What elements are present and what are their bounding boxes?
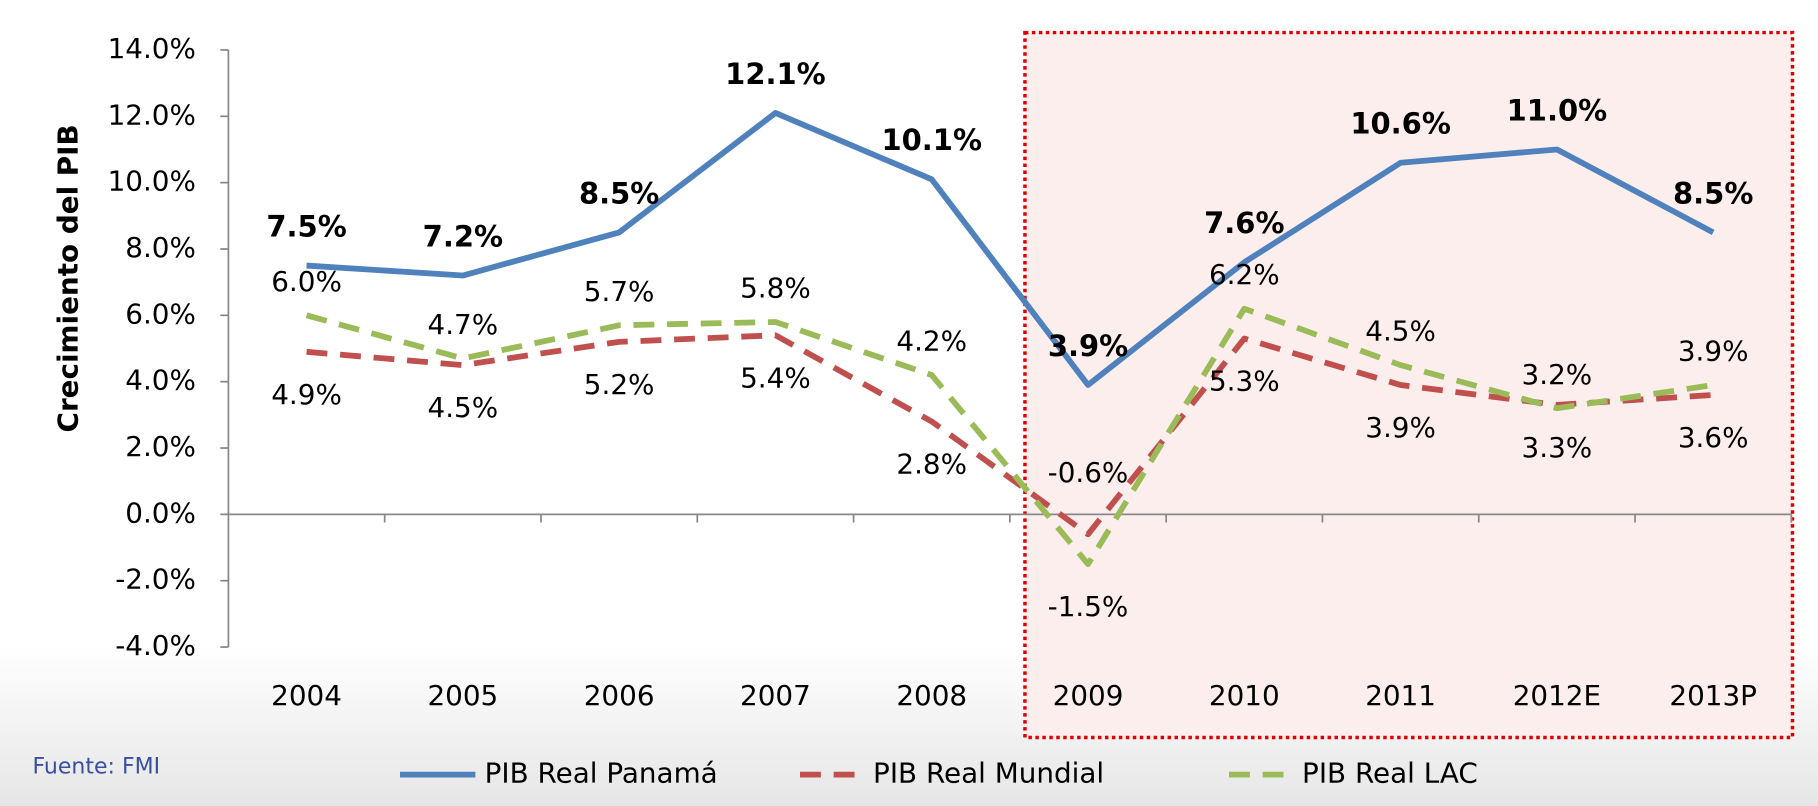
- y-tick-label: 8.0%: [125, 231, 196, 264]
- x-tick-label: 2004: [271, 679, 342, 712]
- x-tick-label: 2011: [1365, 679, 1436, 712]
- value-label: 3.9%: [1678, 335, 1749, 368]
- value-label: 4.9%: [271, 378, 342, 411]
- value-label: -0.6%: [1048, 456, 1129, 489]
- value-label: 5.4%: [740, 361, 811, 394]
- source: Fuente: FMI: [32, 755, 160, 780]
- y-tick-label: 10.0%: [108, 165, 196, 198]
- y-tick-label: 14.0%: [108, 32, 196, 65]
- value-label: 3.6%: [1678, 421, 1749, 454]
- legend-label: PIB Real Mundial: [873, 757, 1104, 790]
- y-tick-label: 6.0%: [125, 297, 196, 330]
- series-line: [306, 110, 1715, 388]
- value-label: 11.0%: [1507, 93, 1608, 127]
- value-label: 6.0%: [271, 265, 342, 298]
- value-label: 4.5%: [1365, 315, 1436, 348]
- value-label: 4.2%: [896, 325, 967, 358]
- value-label: 8.5%: [579, 176, 659, 210]
- value-label: -1.5%: [1048, 590, 1129, 623]
- x-tick-label: 2010: [1209, 679, 1280, 712]
- y-tick-label: 2.0%: [125, 430, 196, 463]
- value-label: 5.8%: [740, 272, 811, 305]
- y-axis-label: Crecimiento del PIB: [52, 124, 85, 432]
- value-label: 4.7%: [428, 308, 499, 341]
- value-label: 3.2%: [1522, 358, 1593, 391]
- value-label: 2.8%: [896, 448, 967, 481]
- y-tick-label: 12.0%: [108, 98, 196, 131]
- y-tick-label: -2.0%: [115, 563, 196, 596]
- value-label: 8.5%: [1673, 176, 1753, 210]
- x-tick-label: 2008: [896, 679, 967, 712]
- value-label: 7.6%: [1204, 206, 1284, 240]
- value-label: 5.2%: [584, 368, 655, 401]
- value-label: 5.7%: [584, 275, 655, 308]
- x-tick-label: 2005: [427, 679, 498, 712]
- x-tick-label: 2009: [1053, 679, 1124, 712]
- value-label: 5.3%: [1209, 365, 1280, 398]
- x-tick-label: 2012E: [1513, 679, 1601, 712]
- y-tick-label: 4.0%: [125, 364, 196, 397]
- x-tick-label: 2007: [740, 679, 811, 712]
- series-line: [306, 332, 1714, 538]
- value-label: 4.5%: [428, 391, 499, 424]
- series-line: [305, 305, 1714, 568]
- legend-label: PIB Real LAC: [1302, 757, 1478, 790]
- value-label: 10.6%: [1350, 107, 1450, 141]
- legend-label: PIB Real Panamá: [485, 757, 718, 790]
- value-label: 6.2%: [1209, 258, 1280, 291]
- x-tick-label: 2013P: [1669, 679, 1757, 712]
- value-label: 3.9%: [1365, 411, 1436, 444]
- value-label: 12.1%: [725, 57, 826, 91]
- value-label: 7.2%: [423, 219, 503, 253]
- value-label: 7.5%: [266, 209, 346, 243]
- x-tick-label: 2006: [584, 679, 655, 712]
- y-tick-label: 0.0%: [125, 496, 196, 529]
- value-label: 3.9%: [1048, 329, 1128, 363]
- value-label: 3.3%: [1522, 431, 1593, 464]
- value-label: 10.1%: [881, 123, 982, 157]
- y-tick-label: -4.0%: [115, 629, 196, 662]
